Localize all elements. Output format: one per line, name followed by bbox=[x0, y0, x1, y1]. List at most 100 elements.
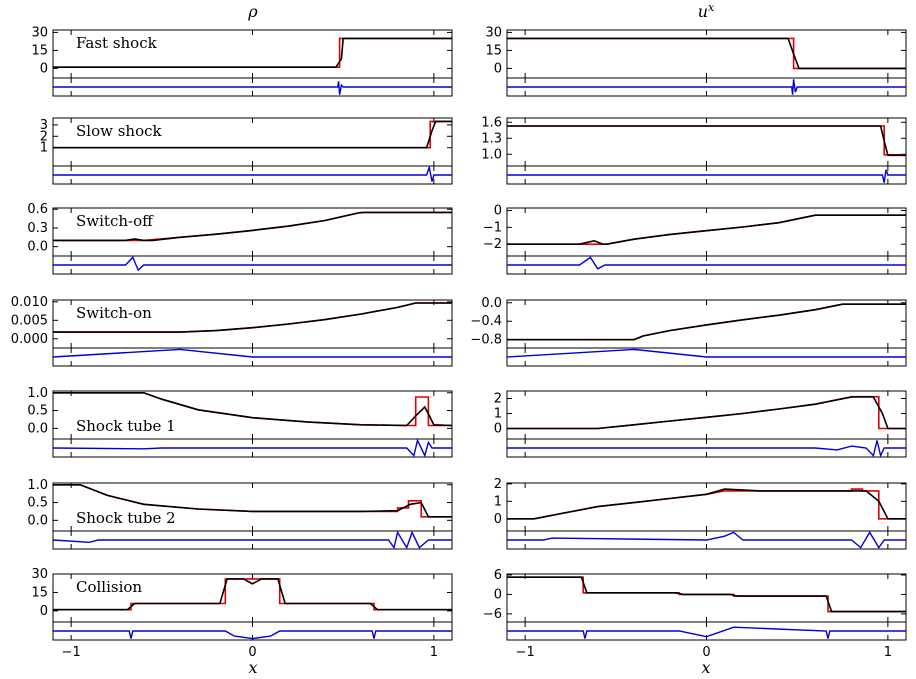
error-line bbox=[507, 79, 906, 95]
y-tick-label: 0.3 bbox=[27, 221, 48, 236]
panel-frame bbox=[506, 573, 907, 641]
column-title-rho: ρ bbox=[247, 2, 258, 21]
error-line bbox=[53, 166, 452, 182]
error-line bbox=[53, 630, 452, 640]
y-tick-label: 2 bbox=[40, 129, 48, 144]
panel-shock-tube-1-rho: 0.0 0.5 1.0 Shock tube 1 bbox=[27, 386, 453, 458]
panel-collision-rho: 0 15 30 Collision −1 0 1 bbox=[31, 567, 453, 660]
y-tick-label: 0.0 bbox=[481, 296, 502, 311]
error-line bbox=[53, 531, 452, 549]
error-line bbox=[507, 531, 906, 549]
x-tick-label: −1 bbox=[516, 645, 535, 660]
exact-solution-line bbox=[507, 37, 906, 70]
x-axis-title-right: x bbox=[701, 658, 710, 677]
y-tick-label: 0.0 bbox=[27, 421, 48, 436]
y-tick-label: 1 bbox=[494, 407, 502, 422]
error-line bbox=[507, 256, 906, 270]
y-tick-label: 0 bbox=[494, 422, 502, 437]
y-tick-label: 0 bbox=[40, 61, 48, 76]
y-tick-label: 0.0 bbox=[27, 513, 48, 528]
y-tick-label: 0.5 bbox=[27, 404, 48, 419]
x-tick-label: 0 bbox=[248, 645, 256, 660]
y-tick-label: 15 bbox=[485, 43, 502, 58]
y-tick-label: 0.000 bbox=[11, 332, 48, 347]
y-tick-label: 6 bbox=[494, 568, 502, 583]
y-tick-label: 0.6 bbox=[27, 202, 48, 217]
exact-solution-line bbox=[507, 303, 906, 341]
y-tick-label: 0 bbox=[494, 204, 502, 219]
exact-solution-line bbox=[507, 214, 906, 245]
exact-solution-line bbox=[507, 125, 906, 156]
error-line bbox=[507, 169, 906, 183]
y-tick-label: 1.3 bbox=[481, 131, 502, 146]
y-tick-label: 3 bbox=[40, 118, 48, 133]
y-tick-label: 30 bbox=[31, 25, 48, 40]
panel-label: Shock tube 2 bbox=[76, 509, 176, 527]
y-tick-label: −6 bbox=[483, 607, 502, 622]
error-line bbox=[507, 348, 906, 358]
y-tick-label: 30 bbox=[485, 25, 502, 40]
panel-shock-tube-2-rho: 0.0 0.5 1.0 Shock tube 2 bbox=[27, 478, 453, 550]
panel-label: Fast shock bbox=[76, 34, 158, 52]
numerical-solution-line bbox=[507, 303, 906, 341]
y-tick-label: −0.4 bbox=[470, 314, 502, 329]
y-tick-label: 1 bbox=[40, 141, 48, 156]
y-tick-label: −2 bbox=[483, 237, 502, 252]
error-line bbox=[53, 348, 452, 358]
numerical-solution-line bbox=[507, 576, 906, 613]
y-tick-label: 0.5 bbox=[27, 496, 48, 511]
panel-switch-on-ux: −0.8 −0.4 0.0 bbox=[470, 296, 907, 367]
panel-switch-on-rho: 0.000 0.005 0.010 Switch-on bbox=[11, 295, 453, 367]
error-line bbox=[53, 81, 452, 95]
y-tick-label: −0.8 bbox=[470, 333, 502, 348]
panel-frame bbox=[506, 207, 907, 275]
y-tick-label: 2 bbox=[494, 477, 502, 492]
x-tick-label: 1 bbox=[884, 645, 892, 660]
x-tick-label: −1 bbox=[62, 645, 81, 660]
y-tick-label: 0.0 bbox=[27, 240, 48, 255]
x-axis-title-left: x bbox=[248, 658, 257, 677]
numerical-solution-line bbox=[53, 483, 452, 518]
y-tick-label: 0 bbox=[494, 587, 502, 602]
y-tick-label: 15 bbox=[31, 585, 48, 600]
y-tick-label: 1.0 bbox=[27, 386, 48, 401]
numerical-solution-line bbox=[507, 396, 906, 430]
error-line bbox=[507, 440, 906, 457]
y-tick-label: 1.0 bbox=[481, 147, 502, 162]
numerical-solution-line bbox=[53, 302, 452, 333]
y-tick-label: 0.010 bbox=[11, 295, 48, 310]
panel-frame bbox=[506, 29, 907, 97]
numerical-solution-line bbox=[507, 37, 906, 70]
panel-fast-shock-rho: 0 15 30 Fast shock bbox=[31, 25, 453, 97]
panel-label: Shock tube 1 bbox=[76, 417, 176, 435]
column-title-ux-superscript: x bbox=[708, 1, 715, 14]
y-tick-label: 2 bbox=[494, 392, 502, 407]
panel-frame bbox=[506, 299, 907, 367]
y-tick-label: 0.005 bbox=[11, 313, 48, 328]
y-tick-label: −1 bbox=[483, 220, 502, 235]
numerical-solution-line bbox=[507, 488, 906, 520]
error-line bbox=[53, 439, 452, 457]
panel-label: Slow shock bbox=[76, 122, 163, 140]
exact-solution-line bbox=[507, 395, 906, 430]
y-tick-label: 15 bbox=[31, 43, 48, 58]
y-tick-label: 0 bbox=[494, 512, 502, 527]
panel-slow-shock-rho: 123 Slow shock bbox=[40, 117, 453, 185]
y-tick-label: 1.0 bbox=[27, 478, 48, 493]
numerical-solution-line bbox=[53, 211, 452, 242]
numerical-solution-line bbox=[53, 37, 452, 68]
panel-switch-off-ux: −2 −10 bbox=[483, 204, 907, 275]
y-tick-label: 30 bbox=[31, 567, 48, 582]
numerical-solution-line bbox=[507, 125, 906, 157]
x-tick-label: 0 bbox=[702, 645, 710, 660]
panel-label: Switch-off bbox=[76, 212, 154, 230]
x-tick-label: 1 bbox=[430, 645, 438, 660]
y-tick-label: 1 bbox=[494, 494, 502, 509]
panel-label: Switch-on bbox=[76, 304, 152, 322]
y-tick-label: 1.6 bbox=[481, 115, 502, 130]
y-tick-label: 0 bbox=[494, 61, 502, 76]
panel-shock-tube-2-ux: 0 1 2 bbox=[494, 477, 907, 550]
numerical-solution-line bbox=[53, 578, 452, 611]
